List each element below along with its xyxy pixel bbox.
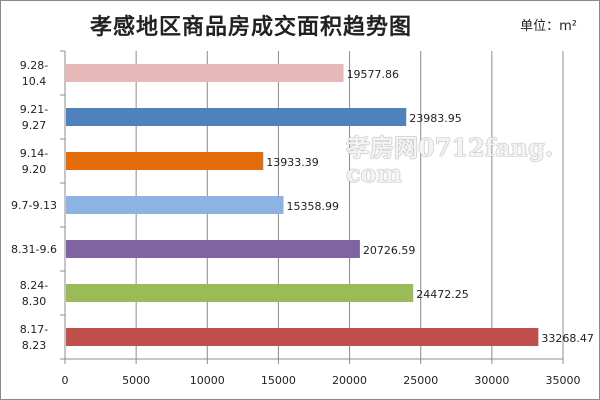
data-label: 15358.99 bbox=[287, 200, 340, 213]
bar bbox=[66, 64, 344, 82]
unit-label: 单位：m² bbox=[520, 19, 577, 34]
data-label: 19577.86 bbox=[347, 68, 400, 81]
chart-title: 孝感地区商品房成交面积趋势图 bbox=[89, 14, 412, 40]
data-label: 20726.59 bbox=[363, 244, 416, 257]
x-tick-label: 5000 bbox=[122, 374, 150, 387]
y-tick-label: 9.28-10.4 bbox=[20, 59, 48, 88]
x-tick-label: 25000 bbox=[403, 374, 438, 387]
data-label: 24472.25 bbox=[416, 288, 469, 301]
y-tick-label: 8.31-9.6 bbox=[11, 243, 57, 256]
bar bbox=[66, 152, 264, 170]
y-tick-label: 9.14-9.20 bbox=[20, 147, 48, 176]
data-label: 23983.95 bbox=[409, 112, 462, 125]
x-tick-label: 20000 bbox=[332, 374, 367, 387]
bar bbox=[66, 328, 539, 346]
data-label: 33268.47 bbox=[541, 332, 594, 345]
y-tick-label: 9.21-9.27 bbox=[20, 103, 48, 132]
bar bbox=[66, 196, 284, 214]
x-tick-label: 30000 bbox=[474, 374, 509, 387]
bar bbox=[66, 240, 360, 258]
bar bbox=[66, 108, 407, 126]
y-tick-label: 8.24-8.30 bbox=[20, 279, 48, 308]
bar bbox=[66, 284, 414, 302]
data-label: 13933.39 bbox=[266, 156, 319, 169]
y-tick-label: 8.17-8.23 bbox=[20, 323, 48, 352]
y-tick-label: 9.7-9.13 bbox=[11, 199, 57, 212]
x-tick-label: 10000 bbox=[190, 374, 225, 387]
x-tick-label: 0 bbox=[62, 374, 69, 387]
x-tick-label: 15000 bbox=[261, 374, 296, 387]
x-tick-label: 35000 bbox=[546, 374, 581, 387]
